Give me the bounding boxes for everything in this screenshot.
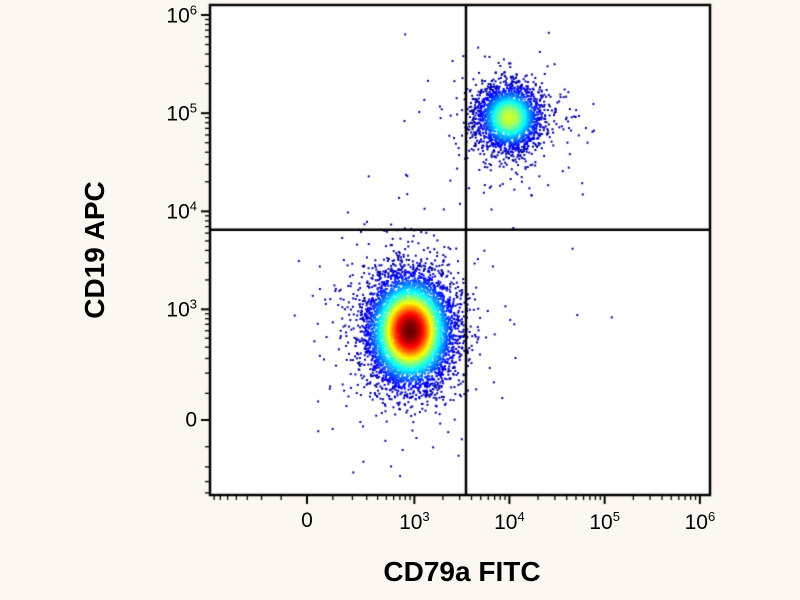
y-tick-label: 105 (166, 100, 197, 126)
x-tick-label: 103 (399, 509, 430, 534)
y-axis-label: CD19 APC (79, 181, 110, 319)
y-tick-label: 104 (166, 198, 197, 224)
y-tick-label: 0 (185, 408, 197, 432)
x-tick-label: 0 (301, 509, 313, 532)
x-tick-label: 104 (494, 509, 525, 534)
x-tick-label: 105 (589, 509, 620, 534)
y-tick-label: 106 (166, 2, 197, 28)
x-axis-label: CD79a FITC (383, 556, 541, 587)
x-tick-label: 106 (684, 509, 716, 534)
y-tick-label: 103 (166, 296, 197, 322)
